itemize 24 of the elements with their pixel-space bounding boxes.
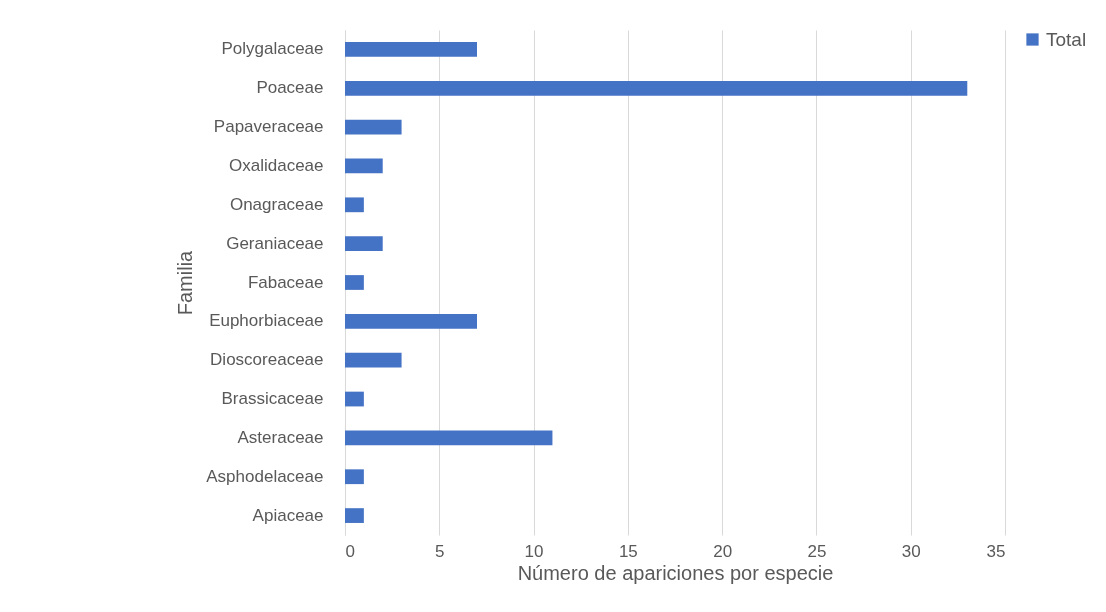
x-tick-label: 30 — [901, 541, 921, 561]
y-tick-label: Poaceae — [256, 78, 324, 98]
y-tick-label: Papaveraceae — [213, 117, 324, 137]
y-tick-label: Apiaceae — [252, 505, 324, 525]
y-tick-label: Fabaceae — [247, 272, 324, 292]
y-tick-label: Polygalaceae — [221, 39, 324, 59]
x-tick-label: 20 — [713, 541, 733, 561]
y-tick-label: Brassicaceae — [221, 389, 324, 409]
x-tick-label: 10 — [524, 541, 544, 561]
y-tick-label: Euphorbiaceae — [209, 311, 324, 331]
x-axis-title: Número de apariciones por especie — [517, 561, 834, 584]
y-tick-label: Geraniaceae — [226, 233, 324, 253]
x-tick-label: 35 — [986, 541, 1006, 561]
x-tick-label: 25 — [807, 541, 827, 561]
y-tick-label: Asphodelaceae — [206, 466, 324, 486]
y-tick-label: Dioscoreaceae — [210, 350, 324, 370]
x-tick-label: 5 — [435, 541, 445, 561]
y-tick-label: Oxalidaceae — [228, 155, 324, 175]
legend-label: Total — [1046, 28, 1087, 50]
y-tick-label: Asteraceae — [237, 427, 324, 447]
y-axis-title: Familia — [174, 249, 197, 316]
y-tick-label: Onagraceae — [229, 194, 324, 214]
x-tick-label: 0 — [345, 541, 355, 561]
x-tick-label: 15 — [618, 541, 638, 561]
